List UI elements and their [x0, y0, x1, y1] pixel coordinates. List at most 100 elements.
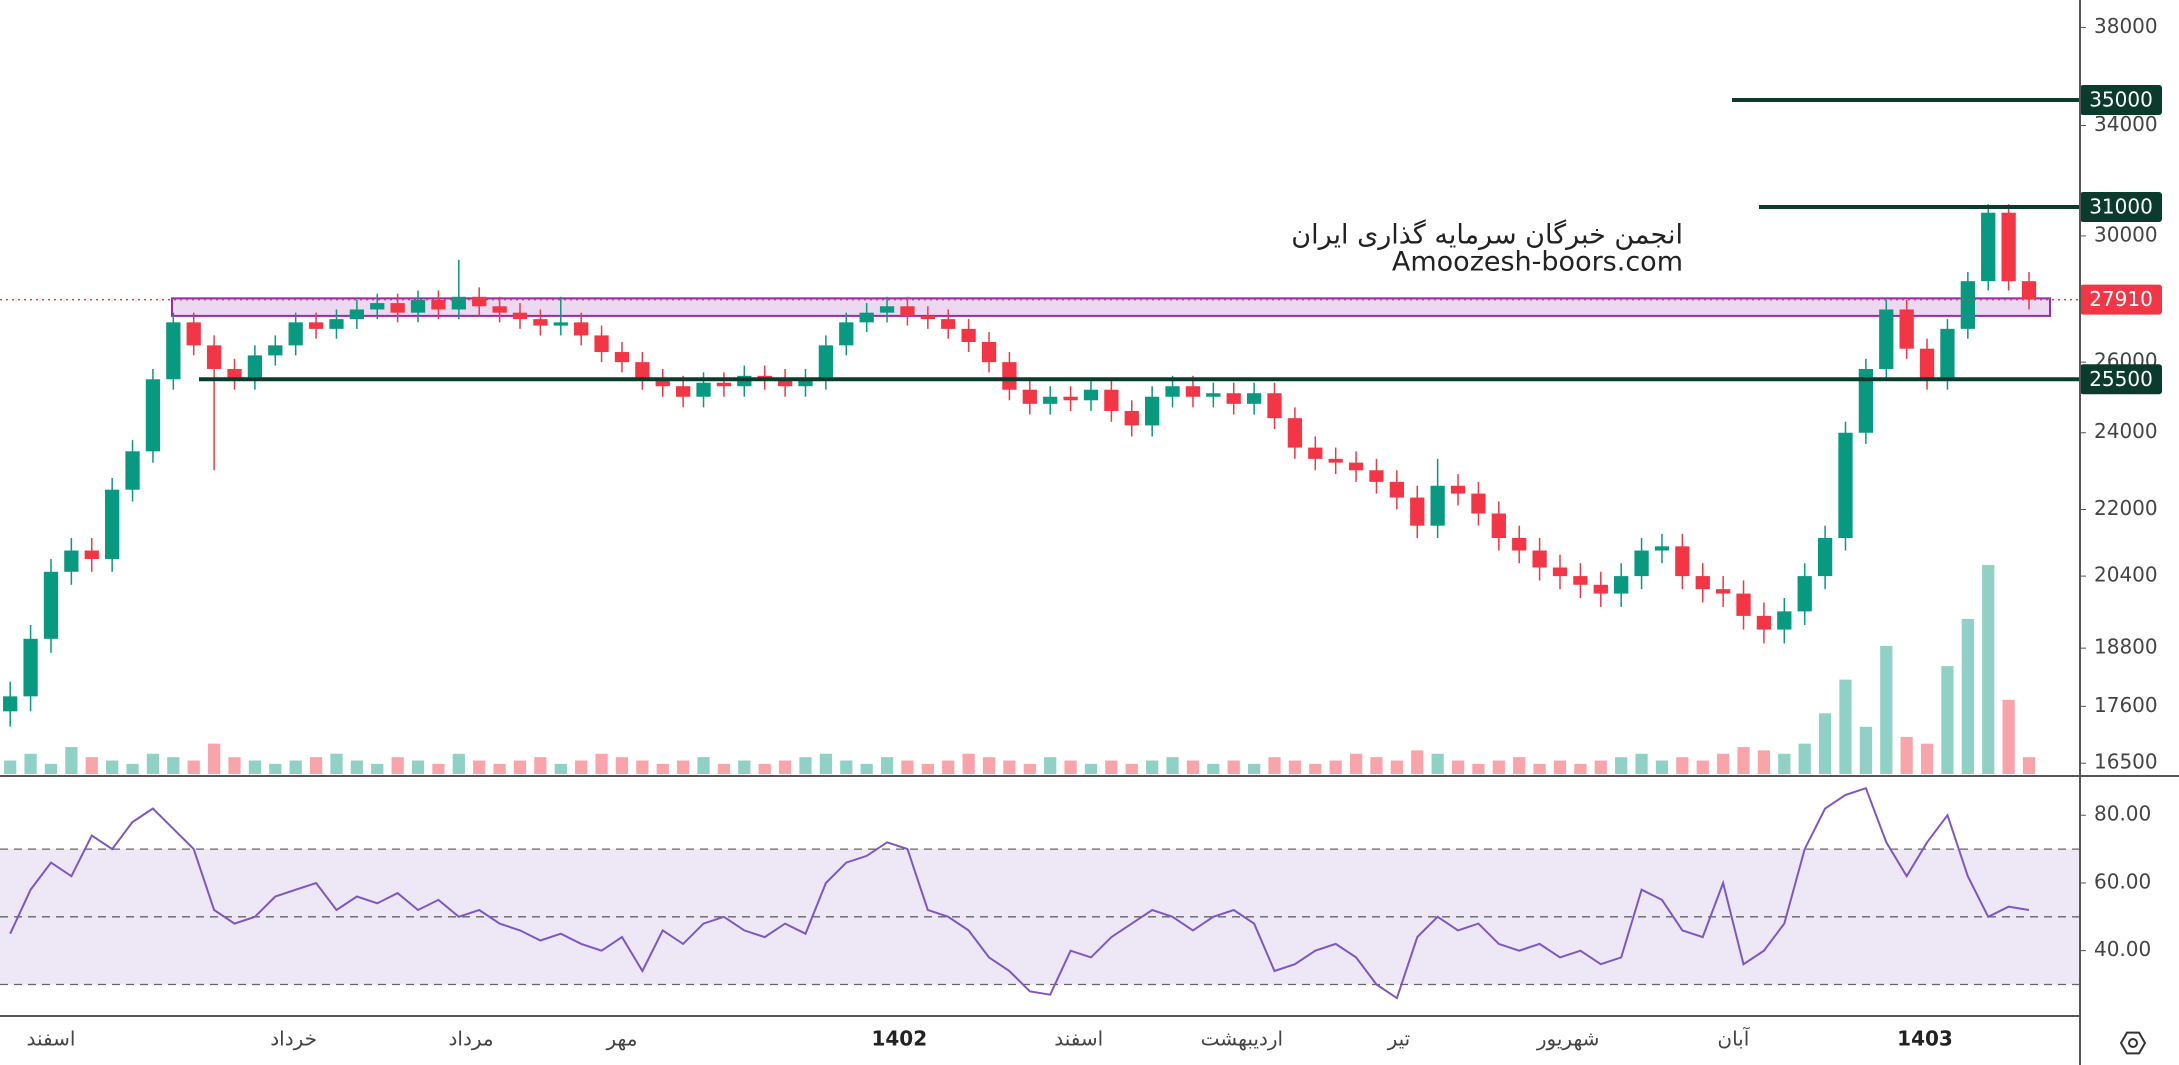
candle-body	[43, 571, 59, 639]
volume-bar	[1533, 763, 1546, 774]
volume-bar	[1309, 763, 1322, 774]
volume-bar	[1064, 760, 1077, 774]
volume-bar	[1248, 763, 1261, 774]
volume-bar	[1166, 757, 1179, 774]
y-tick-label: 24000	[2094, 419, 2158, 443]
candle-body	[186, 322, 201, 346]
candle-body	[1185, 386, 1201, 397]
volume-bar	[65, 747, 78, 774]
candle-body	[410, 299, 426, 313]
candle-body	[1614, 576, 1629, 594]
volume-bar	[1655, 760, 1669, 774]
candle-body	[1328, 458, 1343, 463]
candle-body	[431, 299, 446, 310]
candle-body	[574, 322, 589, 336]
candle-body	[553, 322, 568, 326]
volume-bar	[819, 753, 832, 774]
volume-bar	[2022, 757, 2036, 774]
y-tick-label: 60.00	[2094, 869, 2151, 893]
candle-body	[920, 315, 935, 320]
candle-body	[1532, 550, 1547, 568]
candle-body	[206, 345, 222, 369]
volume-bar	[615, 757, 629, 774]
candle-body	[594, 335, 609, 353]
candle-body	[1756, 615, 1772, 630]
candle-body	[1267, 393, 1282, 419]
volume-bar	[371, 763, 384, 774]
candle-body	[1695, 576, 1710, 590]
volume-bar	[1105, 760, 1118, 774]
candle-body	[1817, 538, 1833, 577]
candle-body	[349, 309, 364, 320]
volume-bar	[656, 763, 669, 774]
volume-bar	[1737, 747, 1750, 774]
candle-body	[166, 322, 181, 380]
candle-body	[390, 303, 405, 313]
settings-icon[interactable]	[2119, 1031, 2147, 1055]
volume-bar	[1920, 743, 1934, 774]
plot-layer: 1650017600188002040022000240002600030000…	[0, 14, 2162, 1051]
volume-bar	[269, 763, 282, 774]
candle-body	[329, 319, 344, 329]
candle-body	[1287, 418, 1303, 448]
candle-body	[1593, 584, 1608, 594]
candle-body	[105, 489, 120, 559]
candle-body	[370, 303, 385, 310]
volume-bar	[248, 760, 262, 774]
y-tick-label: 40.00	[2094, 937, 2151, 961]
volume-bar	[85, 757, 98, 774]
volume-bar	[1227, 760, 1240, 774]
candle-body	[1512, 538, 1527, 551]
candle-body	[1104, 389, 1119, 411]
x-tick-label: شهریور	[1536, 1027, 1600, 1051]
last-price-label: 27910	[2089, 287, 2153, 311]
volume-bar	[1757, 750, 1771, 774]
volume-bar	[1146, 760, 1159, 774]
volume-bar	[1513, 757, 1526, 774]
volume-bar	[309, 757, 323, 774]
volume-bar	[636, 760, 649, 774]
y-tick-label: 18800	[2094, 635, 2158, 659]
candle-body	[227, 368, 242, 380]
candle-body	[1838, 432, 1853, 539]
volume-bar	[1859, 726, 1872, 774]
candle-body	[145, 379, 161, 452]
candle-body	[941, 319, 956, 329]
rsi-line	[9, 786, 2030, 1000]
candle-body	[1450, 485, 1466, 494]
settings-dot[interactable]	[2128, 1038, 2138, 1048]
settings-hexagon[interactable]	[2119, 1031, 2147, 1055]
volume-bar	[1349, 753, 1363, 774]
volume-bar	[1125, 763, 1138, 774]
candle-body	[1777, 611, 1792, 630]
volume-bar	[1268, 757, 1281, 774]
level-label: 25500	[2089, 367, 2153, 391]
candle-body	[1165, 386, 1180, 397]
volume-bar	[1431, 753, 1444, 774]
candle-body	[1716, 589, 1731, 594]
candle-body	[1369, 470, 1384, 482]
candle-body	[1471, 493, 1486, 514]
candle-body	[1858, 368, 1874, 433]
candle-body	[696, 382, 711, 397]
volume-bar	[126, 763, 139, 774]
volume-bar	[4, 760, 17, 774]
candle-body	[3, 696, 18, 712]
volume-bar	[880, 757, 894, 774]
candle-body	[614, 352, 630, 363]
candle-body	[1430, 485, 1445, 526]
volume-bar	[554, 763, 567, 774]
volume-bar	[840, 760, 853, 774]
candle-body	[2001, 212, 2016, 282]
volume-bar	[228, 757, 241, 774]
candle-body	[859, 312, 874, 323]
volume-bar	[1186, 760, 1200, 774]
volume-bar	[146, 753, 160, 774]
volume-bar	[493, 763, 506, 774]
volume-bar	[1941, 666, 1954, 774]
volume-bar	[1594, 760, 1607, 774]
candle-body	[1552, 567, 1568, 577]
candle-body	[655, 379, 670, 387]
y-tick-label: 30000	[2094, 222, 2158, 246]
volume-bar	[758, 763, 771, 774]
